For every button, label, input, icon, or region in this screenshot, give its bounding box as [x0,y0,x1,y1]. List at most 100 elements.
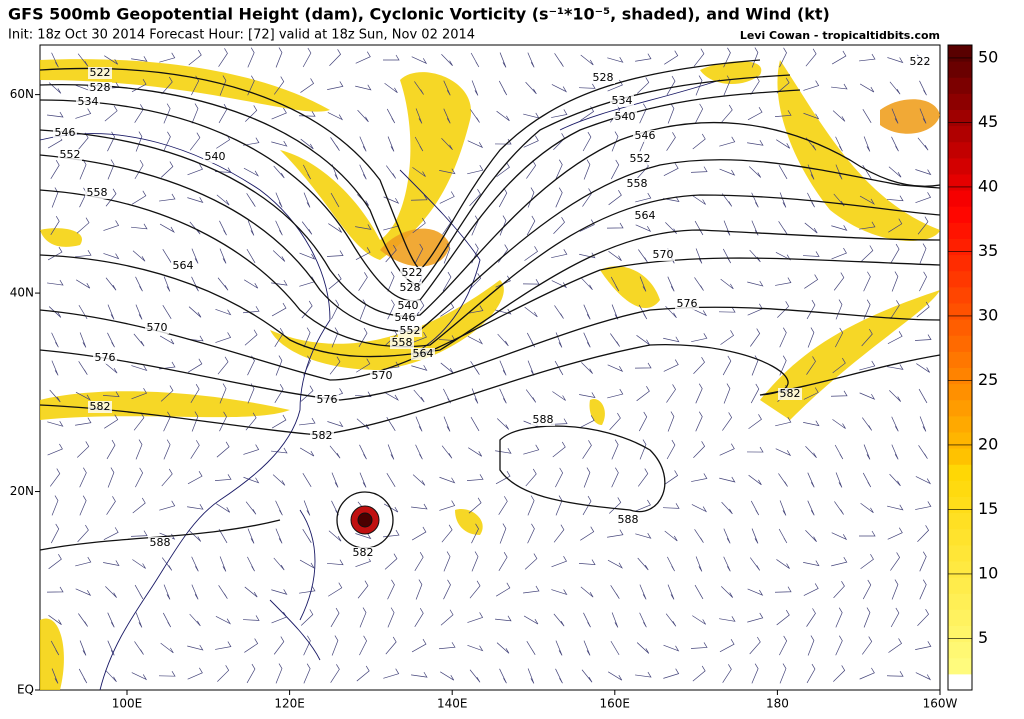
wind-barb [439,642,456,650]
colorbar-cell [948,383,972,401]
wind-barb [327,421,344,428]
wind-barb [274,383,284,404]
wind-barb [551,280,568,289]
wind-barb [359,635,367,656]
wind-barb [330,137,340,151]
wind-barb [691,473,708,482]
wind-barb [442,216,452,235]
colorbar-label: 50 [978,47,998,66]
wind-barb [386,108,396,124]
wind-barb [273,76,285,95]
wind-barb [414,551,424,572]
wind-barb [804,274,819,289]
wind-barb [583,332,591,348]
wind-barb [160,642,174,654]
wind-barb [888,218,903,233]
wind-barb [635,671,652,678]
wind-barb [499,523,507,544]
wind-barb [107,304,115,320]
wind-barb [355,84,372,91]
colorbar-label: 45 [978,112,998,131]
wind-barb [75,417,92,426]
wind-barb [636,642,650,654]
wind-barb [135,439,143,460]
colorbar-cell [948,512,972,530]
wind-barb [666,384,676,403]
wind-barb [639,584,647,600]
colorbar-label: 25 [978,370,998,389]
wind-barb [692,195,706,205]
wind-barb [163,131,171,152]
colorbar-label: 20 [978,434,998,453]
colorbar-cell [948,351,972,368]
lat-label: 60N [10,87,34,101]
wind-barb [271,107,287,120]
contour-label: 582 [90,400,111,413]
wind-barb [667,276,675,292]
wind-barb [719,639,735,653]
wind-barb [723,528,731,544]
colorbar-cell [948,157,972,175]
wind-barb [774,586,792,593]
colorbar-label: 30 [978,305,998,324]
wind-barb [75,391,91,401]
wind-barb [610,640,620,656]
wind-barb [273,165,285,179]
colorbar: 5 10 15 20 25 30 35 40 45 50 [947,44,998,691]
wind-barb [443,551,451,572]
wind-barb [807,327,815,348]
wind-barb [803,420,820,427]
contour-label-bg [53,127,77,139]
wind-barb [583,467,591,488]
wind-barb [890,300,900,319]
wind-barb [299,417,316,426]
contour-label-bg [778,388,802,400]
wind-barb [135,612,143,628]
wind-barb [218,528,228,544]
wind-barb [414,608,424,627]
wind-barb [214,474,232,481]
wind-barb [354,391,372,398]
wind-barb [107,332,115,348]
wind-barb [357,109,369,123]
wind-barb [104,55,119,65]
wind-barb [469,669,481,683]
wind-barb [160,161,174,178]
wind-barb [191,556,199,572]
contour-label-bg [610,95,634,107]
wind-barb [890,552,901,571]
wind-barb [48,82,62,94]
wind-barb [527,523,535,544]
contour-label-bg [633,130,657,142]
wind-barb [917,525,930,542]
wind-barb [666,75,676,96]
wind-barb [607,388,624,399]
wind-barb [581,277,593,291]
wind-barb [302,47,312,68]
wind-barb [275,355,283,376]
contour-label-bg [203,151,227,163]
wind-barb [466,474,484,481]
wind-barb [355,533,372,540]
wind-barb [499,52,507,68]
contour-label: 528 [90,81,111,94]
wind-barb [499,668,507,684]
colorbar-cell [948,432,972,449]
wind-barb [693,441,706,458]
wind-barb [582,131,592,152]
wind-barb [608,189,622,206]
colorbar-cell [948,286,972,304]
wind-barb [187,197,204,203]
wind-barb [718,306,736,313]
contour-label: 552 [630,152,651,165]
colorbar-cell [948,367,972,385]
wind-barb [187,163,203,176]
wind-barb [918,445,928,459]
wind-barb [79,159,87,180]
wind-barb [862,636,873,655]
wind-barb [163,439,171,460]
wind-barb [722,355,732,376]
wind-barb [551,84,568,93]
wind-barb [835,607,843,628]
wind-barb [608,251,622,261]
